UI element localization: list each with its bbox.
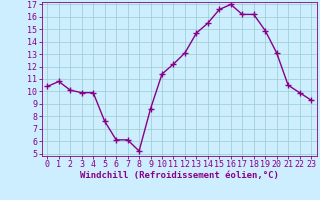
X-axis label: Windchill (Refroidissement éolien,°C): Windchill (Refroidissement éolien,°C) <box>80 171 279 180</box>
